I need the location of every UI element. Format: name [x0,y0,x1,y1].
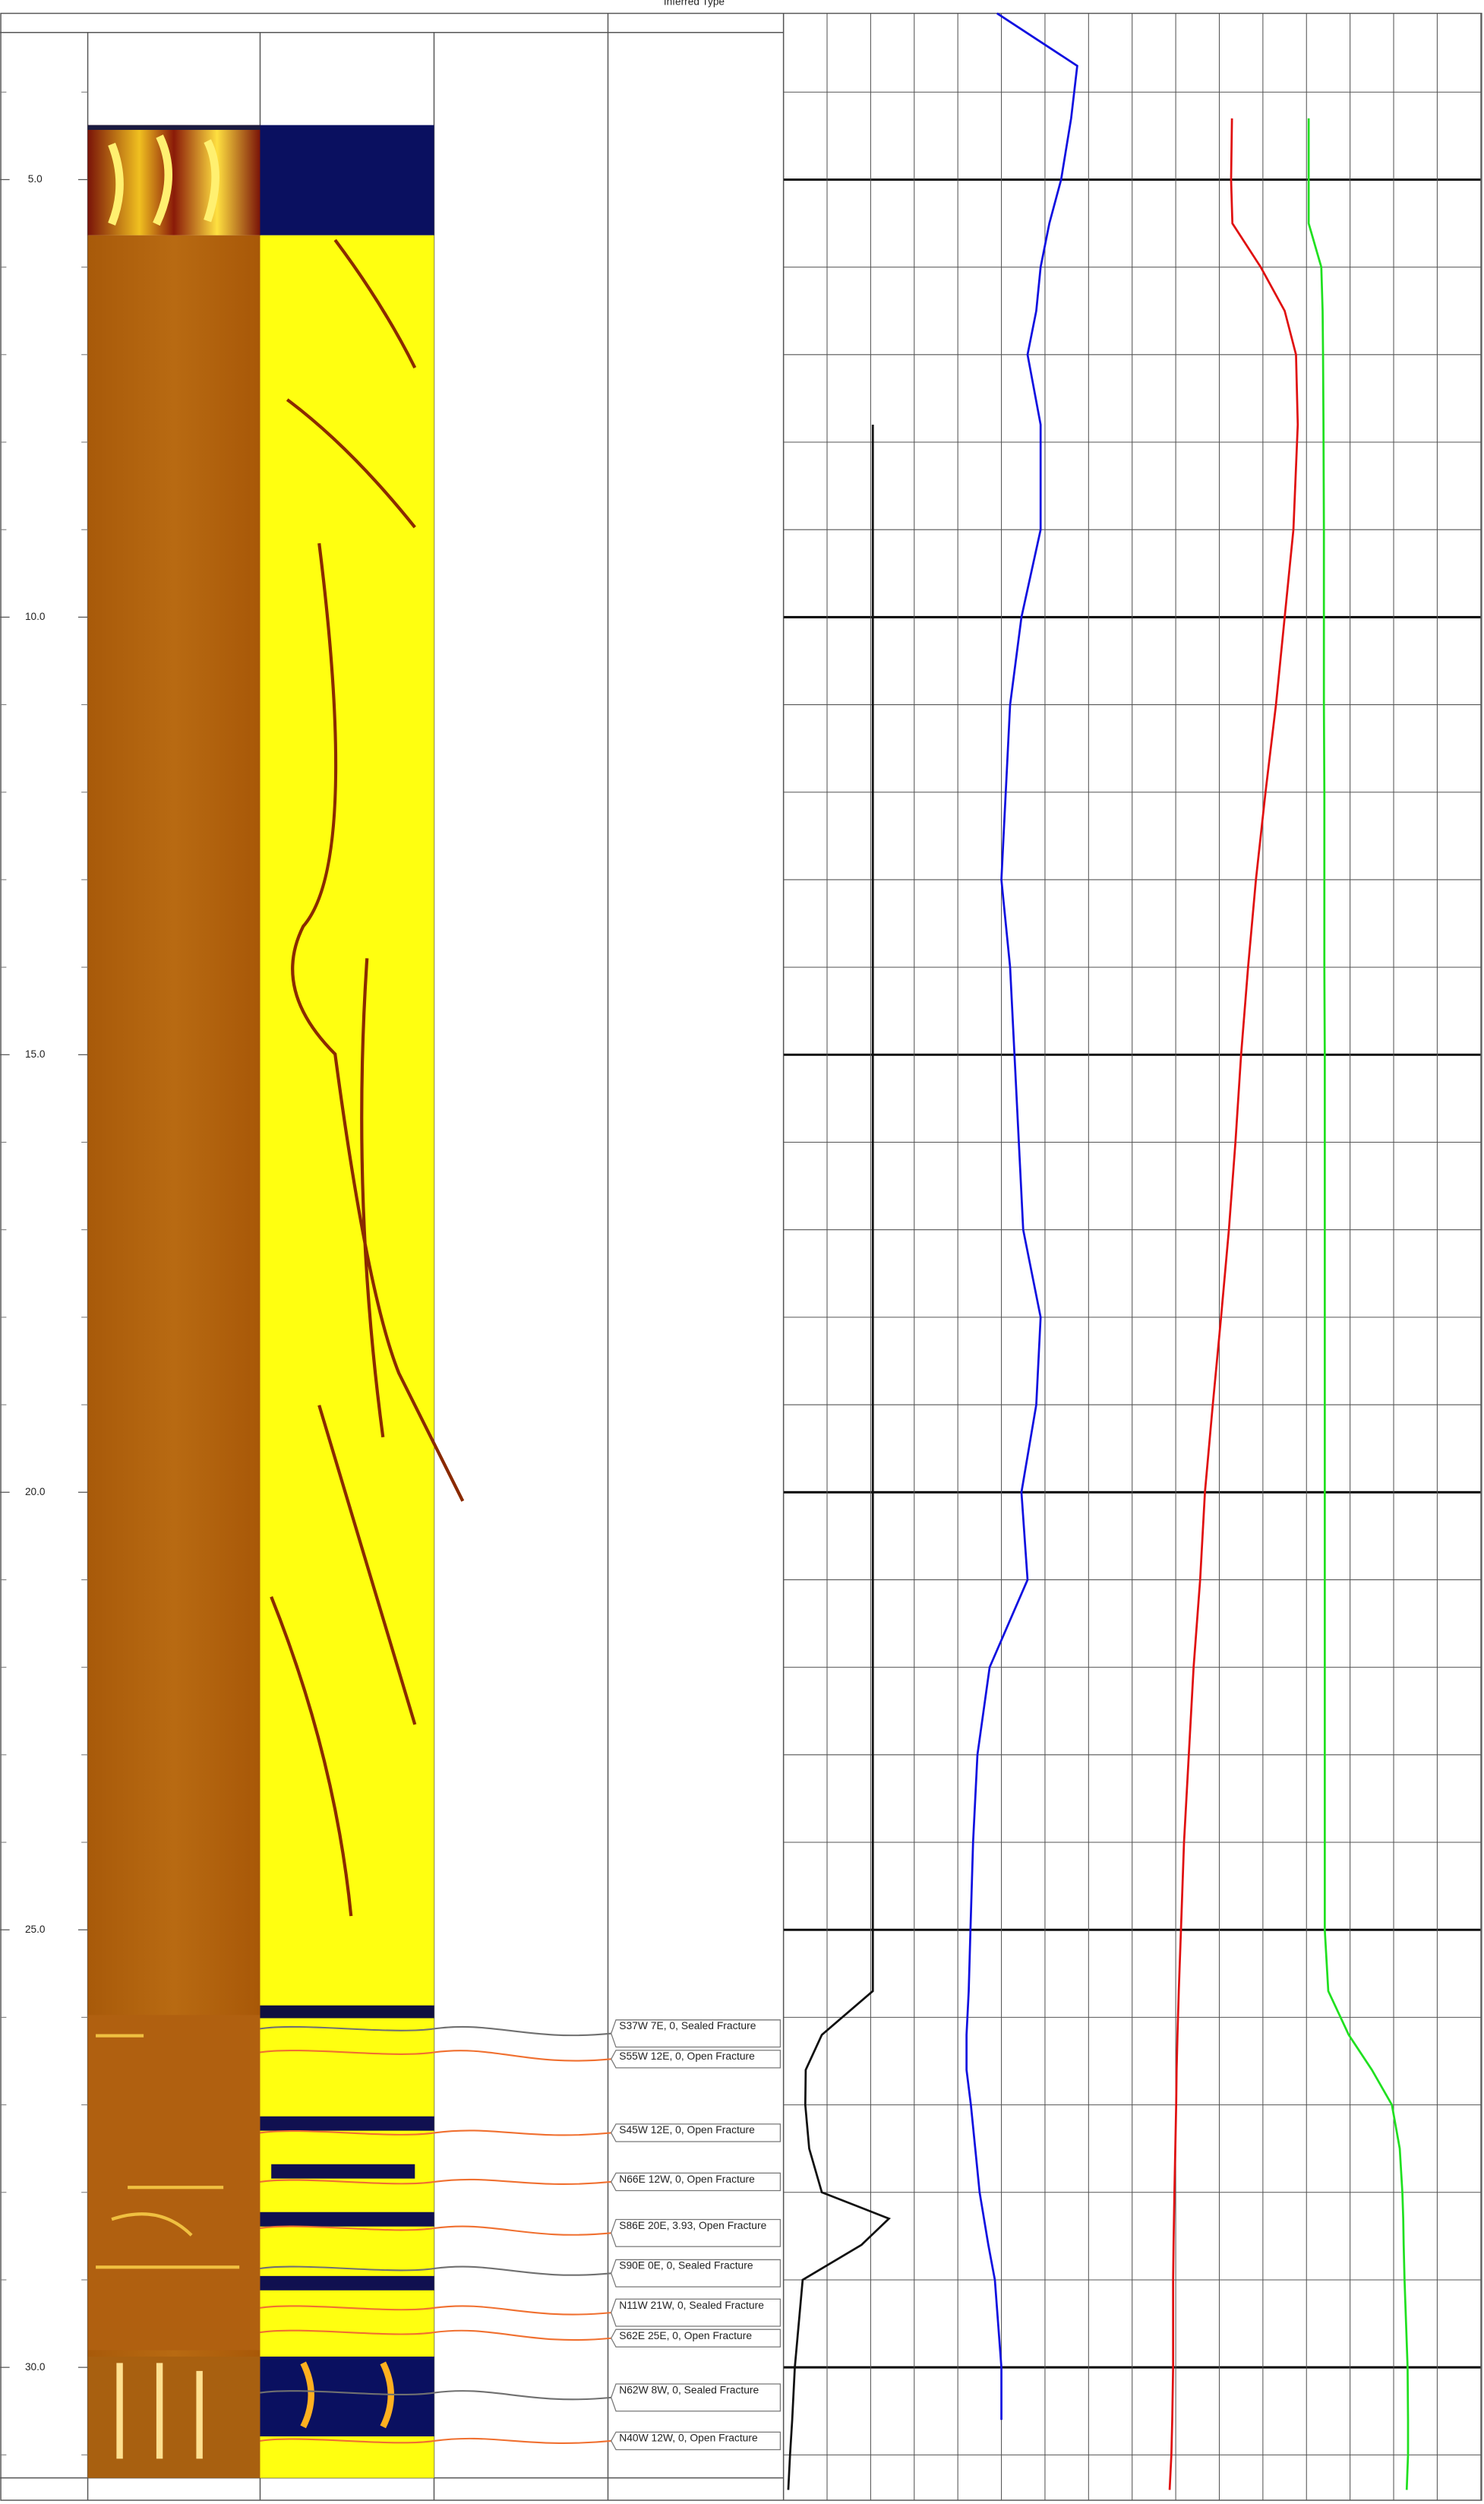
fracture-tie [434,2225,611,2236]
depth-label: 25.0 [25,1924,46,1935]
fracture-label-box: S62E 25E, 0, Open Fracture [619,2331,753,2342]
log-curve [787,424,892,2490]
fracture-tie [434,2329,611,2341]
fracture-box [611,2019,781,2048]
image-left [87,125,260,2478]
fracture-trace [260,2305,434,2311]
fracture-trace [260,2179,434,2185]
fracture-tie [434,2050,611,2062]
fracture-label-box: S86E 20E, 3.93, Open Fracture [619,2221,767,2233]
fracture-tie [434,2178,611,2186]
fracture-label: S90E 0E, 0, Sealed Fracture [619,2261,753,2273]
fracture-trace [260,2130,434,2136]
fracture-trace [260,2438,434,2444]
fracture-label: N11W 21W, 0, Sealed Fracture [619,2300,764,2313]
fracture-trace [260,2225,434,2231]
fracture-box [610,2329,781,2348]
fractures: S37W 7E, 0, Sealed Fracture S55W 12E, 0, … [260,2019,781,2451]
fracture-label: S37W 7E, 0, Sealed Fracture [619,2021,756,2033]
fracture-label: N62W 8W, 0, Sealed Fracture [619,2385,759,2397]
fracture-label-box: S55W 12E, 0, Open Fracture [619,2051,755,2063]
fracture-box [611,2218,781,2247]
fracture-box [610,2123,781,2142]
fracture-tie [434,2025,611,2037]
fracture-label: N66E 12W, 0, Open Fracture [619,2174,755,2186]
fracture-trace [260,2050,434,2055]
log-curve [1307,118,1410,2490]
depth-label: 10.0 [25,611,46,622]
fracture-trace [260,2025,434,2031]
depth-track: 5.0 10.0 15.0 20.0 25.0 30.0 [0,91,88,2455]
fracture-label: S55W 12E, 0, Open Fracture [619,2051,755,2063]
fracture-label: S86E 20E, 3.93, Open Fracture [619,2221,767,2233]
fracture-trace [260,2390,434,2396]
fracture-label: S45W 12E, 0, Open Fracture [619,2125,755,2137]
grid [783,13,1482,2501]
fracture-tie [434,2265,611,2276]
fracture-tie [434,2129,611,2136]
depth-label: 20.0 [25,1486,46,1497]
fracture-label-box: S90E 0E, 0, Sealed Fracture [619,2261,753,2273]
fracture-label-box: S37W 7E, 0, Sealed Fracture [619,2021,756,2033]
image-right [260,125,465,2478]
fracture-trace [260,2265,434,2272]
fracture-label-box: N11W 21W, 0, Sealed Fracture [619,2300,764,2313]
fracture-tie [434,2390,611,2401]
fracture-box [611,2259,781,2287]
fracture-label-box: N62W 8W, 0, Sealed Fracture [619,2385,759,2397]
curves [787,12,1410,2490]
header-title: Inferred Type [664,0,725,7]
depth-label: 15.0 [25,1048,46,1060]
fracture-label-box: N40W 12W, 0, Open Fracture [619,2433,758,2446]
fracture-trace [260,2329,434,2335]
log-curve [1168,118,1299,2490]
depth-label: 30.0 [25,2361,46,2373]
fracture-label-box: N66E 12W, 0, Open Fracture [619,2174,755,2186]
fracture-tie [434,2437,611,2444]
fracture-box [611,2298,781,2327]
fracture-box [610,2431,781,2451]
fracture-tie [434,2305,611,2316]
fracture-box [611,2383,781,2412]
fracture-box [610,2172,781,2192]
fracture-box [610,2050,781,2069]
log-curve [965,12,1078,2420]
fracture-label-box: S45W 12E, 0, Open Fracture [619,2125,755,2137]
fracture-label: N40W 12W, 0, Open Fracture [619,2433,758,2446]
fracture-label: S62E 25E, 0, Open Fracture [619,2331,753,2342]
depth-label: 5.0 [28,173,43,185]
